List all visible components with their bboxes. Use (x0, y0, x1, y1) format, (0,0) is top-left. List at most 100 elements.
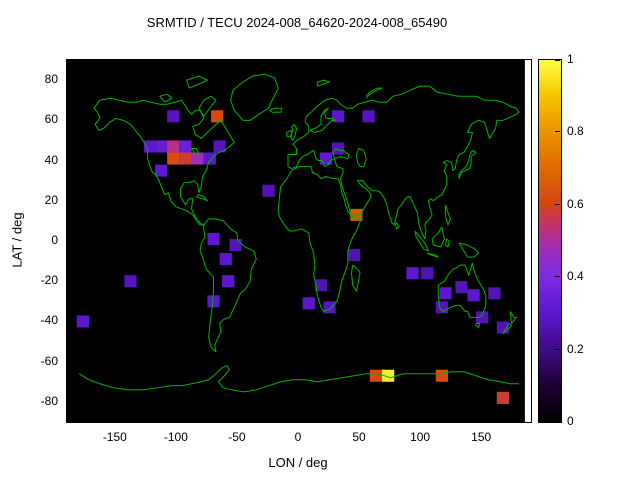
y-tick-label: 80 (44, 72, 58, 87)
heatmap-cell (179, 152, 192, 165)
heatmap-cell (213, 140, 226, 153)
coastline (196, 195, 207, 201)
heatmap-cell (455, 281, 468, 294)
heatmap-cell (167, 110, 180, 123)
heatmap-cell (319, 152, 332, 165)
heatmap-cell (476, 311, 489, 324)
heatmap-cell (124, 275, 137, 288)
y-tick-label: -20 (40, 273, 58, 288)
coastline (356, 148, 366, 166)
coastline (415, 231, 428, 251)
heatmap-cell (207, 232, 220, 246)
heatmap-cell (369, 369, 383, 382)
coastline (459, 151, 476, 179)
heatmap-cell (76, 315, 89, 328)
heatmap-cell (302, 297, 315, 310)
heatmap-cell (323, 301, 336, 314)
colorbar-tick-label: 0 (567, 414, 574, 428)
coastline (79, 366, 519, 392)
heatmap-cell (496, 321, 510, 334)
colorbar-tick-mark (555, 276, 560, 278)
colorbar-tick-label: 1 (567, 52, 574, 66)
heatmap-cell (435, 369, 448, 382)
coastline (459, 243, 479, 257)
coastline (287, 130, 292, 136)
heatmap-cell (143, 140, 157, 153)
x-tick-label: -100 (163, 430, 188, 444)
coastline (333, 148, 349, 158)
world-map-canvas (67, 60, 525, 422)
x-tick-label: -50 (228, 430, 246, 444)
y-tick-label: 20 (44, 192, 58, 207)
coastline (187, 76, 208, 88)
coastline (427, 253, 438, 257)
coastline (199, 96, 216, 116)
colorbar-tick-label: 0.6 (567, 196, 584, 211)
heatmap-cell (439, 287, 452, 300)
x-tick-label: 100 (410, 430, 431, 444)
y-tick-label: -60 (40, 353, 58, 368)
heatmap-cell (347, 249, 361, 262)
y-tick-label: 60 (44, 112, 58, 127)
y-tick-label: 40 (44, 152, 58, 167)
coastline (438, 263, 486, 317)
coastline (200, 219, 256, 352)
heatmap-cell (262, 184, 275, 197)
coastline (278, 167, 361, 312)
heatmap-cell (314, 279, 328, 292)
heatmap-cell (488, 287, 501, 300)
heatmap-cell (382, 369, 395, 382)
coastline (366, 88, 382, 98)
colorbar-tick-mark (555, 131, 560, 133)
coastline (503, 323, 512, 333)
coastline (510, 311, 516, 323)
coastline (317, 80, 329, 86)
coastline (432, 227, 444, 247)
x-tick-label: 0 (294, 430, 302, 444)
heatmap-cell (467, 289, 480, 302)
map-plot-area (66, 59, 532, 423)
heatmap-cell (156, 140, 169, 153)
heatmap-cell (222, 275, 235, 288)
heatmap-cell (203, 152, 216, 165)
heatmap-cell (406, 267, 419, 280)
heatmap-cell (496, 391, 510, 404)
y-tick-label: 0 (51, 233, 58, 247)
y-tick-label: -80 (40, 393, 58, 408)
colorbar-tick-mark (555, 60, 560, 61)
coastline (94, 98, 234, 225)
heatmap-cell (167, 140, 180, 153)
coastline (160, 94, 172, 102)
x-tick-label: -150 (102, 430, 127, 444)
heatmap-cell (331, 142, 345, 155)
coastline (310, 108, 336, 132)
heatmap-cell (211, 110, 224, 123)
x-tick-label: 150 (471, 430, 492, 444)
colorbar-tick-mark (555, 419, 560, 420)
heatmap-cell (331, 110, 345, 123)
coastline (395, 223, 399, 229)
heatmap-cell (435, 301, 448, 314)
heatmap-cell (191, 152, 204, 165)
coastline (446, 205, 451, 225)
map-background (67, 60, 525, 422)
colorbar (538, 59, 562, 423)
coastline (446, 239, 450, 247)
colorbar-tick-label: 0.2 (567, 341, 584, 356)
plot-title: SRMTID / TECU 2024-008_64620-2024-008_65… (146, 15, 448, 30)
heatmap-cell (362, 110, 375, 123)
coastline (288, 86, 519, 239)
coastline (290, 124, 296, 140)
coastline (352, 265, 361, 291)
colorbar-tick-mark (555, 348, 560, 350)
x-tick-label: 50 (352, 430, 366, 444)
heatmap-cell (229, 238, 242, 252)
x-axis-label: LON / deg (268, 455, 328, 470)
y-tick-label: -40 (40, 313, 58, 328)
heatmap-cell (421, 267, 434, 280)
heatmap-cell (167, 152, 180, 165)
heatmap-cell (207, 295, 220, 308)
colorbar-tick-label: 0.8 (567, 124, 584, 139)
heatmap-cell (154, 164, 168, 177)
